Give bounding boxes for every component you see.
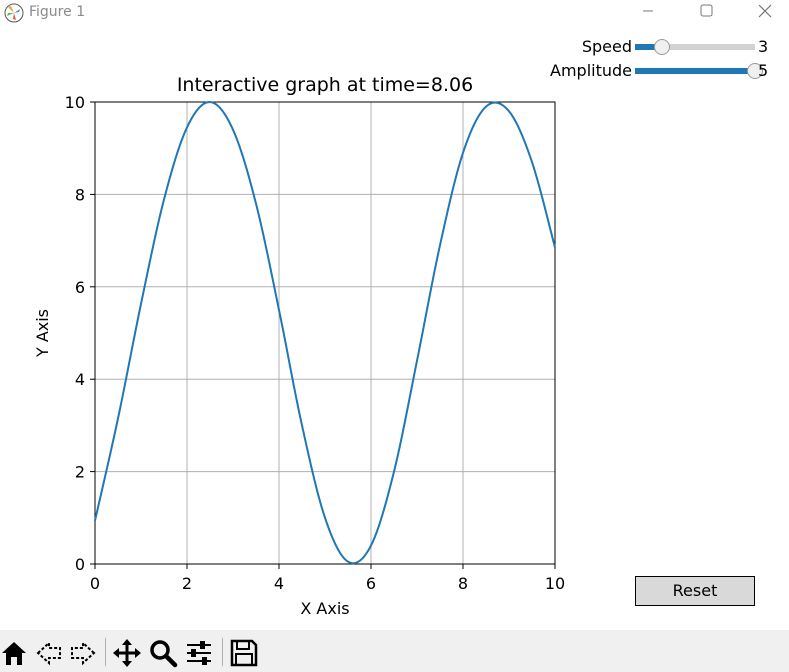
- minimize-icon: [643, 10, 653, 12]
- speed-slider-value: 3: [758, 37, 769, 56]
- maximize-icon: [700, 4, 713, 17]
- window-title: Figure 1: [29, 4, 86, 20]
- minimize-button[interactable]: [625, 0, 671, 26]
- forward-icon: [71, 640, 96, 666]
- zoom-icon: [150, 640, 178, 668]
- amplitude-slider-handle[interactable]: [747, 63, 763, 79]
- window-titlebar: Figure 1: [0, 0, 789, 26]
- pan-icon: [113, 639, 141, 667]
- close-button[interactable]: [742, 0, 788, 26]
- navigation-toolbar: [0, 630, 789, 672]
- matplotlib-app-icon: [4, 3, 24, 23]
- maximize-button[interactable]: [683, 0, 729, 26]
- toolbar-separator: [222, 638, 223, 666]
- amplitude-slider-value: 5: [758, 61, 769, 80]
- home-button[interactable]: [0, 638, 30, 668]
- configure-icon: [187, 641, 211, 665]
- home-icon: [2, 642, 26, 665]
- reset-button[interactable]: Reset: [635, 576, 755, 606]
- save-button[interactable]: [229, 638, 259, 668]
- speed-slider-fill: [635, 44, 662, 50]
- back-button[interactable]: [34, 638, 64, 668]
- speed-slider-track[interactable]: [635, 44, 755, 50]
- back-icon: [36, 640, 61, 666]
- toolbar-separator: [105, 638, 106, 666]
- speed-slider-label: Speed: [581, 37, 632, 56]
- close-icon: [758, 4, 772, 18]
- amplitude-slider-label: Amplitude: [550, 61, 632, 80]
- figure-canvas: [0, 26, 789, 630]
- zoom-button[interactable]: [148, 638, 178, 668]
- forward-button[interactable]: [68, 638, 98, 668]
- save-icon: [230, 639, 258, 667]
- pan-button[interactable]: [112, 638, 142, 668]
- speed-slider-handle[interactable]: [653, 39, 670, 55]
- configure-subplots-button[interactable]: [184, 638, 214, 668]
- amplitude-slider-fill: [635, 68, 755, 74]
